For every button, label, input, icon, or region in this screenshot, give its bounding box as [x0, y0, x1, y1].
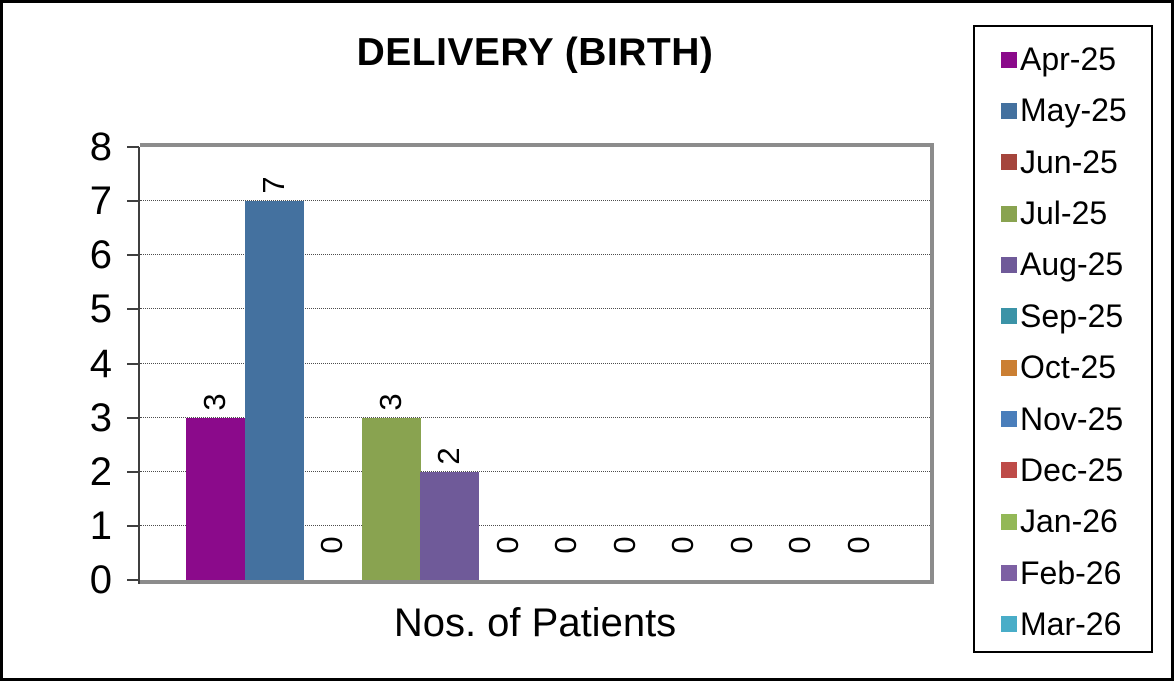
legend-swatch-icon [1001, 256, 1017, 273]
y-axis-tick-label: 0 [89, 558, 112, 602]
gridline [140, 308, 930, 310]
bar-value-label: 7 [255, 176, 291, 194]
legend-item-jul-25: Jul-25 [1001, 195, 1147, 232]
legend-item-dec-25: Dec-25 [1001, 452, 1147, 489]
y-axis-tick [127, 308, 139, 311]
chart-title: DELIVERY (BIRTH) [356, 31, 714, 74]
y-axis-tick-label: 2 [89, 449, 112, 494]
bar-value-label: 0 [665, 536, 701, 554]
y-axis-tick [127, 146, 139, 148]
legend-item-label: Nov-25 [1020, 400, 1124, 437]
y-axis-line [138, 147, 140, 584]
y-axis-tick-label: 6 [89, 233, 112, 278]
y-axis-tick [127, 362, 139, 365]
legend-item-label: Oct-25 [1020, 349, 1117, 386]
bar-aug-25 [420, 471, 479, 580]
y-axis-tick [127, 470, 139, 473]
bar-value-label: 0 [606, 536, 642, 554]
legend-item-oct-25: Oct-25 [1001, 349, 1147, 386]
legend-item-label: Jan-26 [1020, 503, 1118, 540]
y-axis-tick-label: 4 [89, 341, 112, 386]
legend-item-mar-26: Mar-26 [1001, 606, 1147, 643]
legend-swatch-icon [1001, 308, 1017, 325]
bar-may-25 [244, 201, 304, 580]
bar-value-label: 3 [197, 393, 233, 411]
legend-item-label: Sep-25 [1020, 297, 1124, 334]
y-axis-tick [127, 416, 139, 419]
legend-item-label: Feb-26 [1020, 554, 1122, 591]
legend-item-sep-25: Sep-25 [1001, 298, 1147, 335]
bar-value-label: 0 [782, 536, 818, 554]
legend-swatch-icon [1001, 565, 1017, 582]
legend-item-label: Apr-25 [1020, 41, 1117, 77]
legend-item-label: Jul-25 [1020, 195, 1108, 232]
legend-item-nov-25: Nov-25 [1001, 401, 1147, 438]
y-axis-tick-label: 1 [89, 503, 112, 548]
bar-value-label: 0 [489, 536, 525, 554]
legend-item-jun-25: Jun-25 [1001, 144, 1147, 181]
legend-swatch-icon [1001, 102, 1017, 119]
legend-item-label: Dec-25 [1020, 451, 1124, 488]
legend-swatch-icon [1001, 51, 1017, 68]
legend-item-aug-25: Aug-25 [1001, 246, 1147, 283]
gridline [140, 524, 930, 526]
x-axis-title: Nos. of Patients [393, 601, 677, 645]
bar-value-label: 3 [372, 393, 408, 411]
legend-swatch-icon [1001, 205, 1017, 222]
y-axis-tick [127, 524, 139, 527]
y-axis-tick-label: 3 [89, 395, 112, 440]
legend-swatch-icon [1001, 462, 1017, 479]
plot-area: 3 7 0 3 2 0 0 0 0 0 0 0 [140, 143, 934, 584]
bar-value-label: 0 [314, 536, 350, 554]
legend-item-label: Mar-26 [1020, 605, 1122, 642]
y-axis-tick-label: 7 [89, 179, 112, 224]
legend-item-feb-26: Feb-26 [1001, 555, 1147, 592]
legend-item-label: May-25 [1020, 92, 1127, 129]
legend-swatch-icon [1001, 359, 1017, 376]
bar-value-label: 0 [840, 536, 876, 554]
legend-item-label: Aug-25 [1020, 246, 1124, 283]
gridline [140, 470, 930, 472]
legend-swatch-icon [1001, 616, 1017, 633]
y-axis-tick [127, 254, 139, 257]
legend-swatch-icon [1001, 411, 1017, 428]
gridline [140, 416, 930, 418]
y-axis-tick-label: 5 [89, 287, 112, 332]
legend-item-apr-25: Apr-25 [1001, 41, 1147, 78]
bar-value-label: 0 [723, 536, 759, 554]
y-axis-tick [127, 200, 139, 203]
bar-value-label: 2 [431, 447, 467, 465]
legend-item-may-25: May-25 [1001, 92, 1147, 129]
bar-value-label: 0 [548, 536, 584, 554]
gridline [140, 200, 930, 202]
legend-item-label: Jun-25 [1020, 143, 1118, 180]
y-axis-tick-label: 8 [89, 125, 112, 169]
bar-jul-25 [361, 417, 421, 580]
legend-item-jan-26: Jan-26 [1001, 503, 1147, 540]
bar-apr-25 [186, 417, 245, 580]
gridline [140, 362, 930, 364]
gridline [140, 254, 930, 256]
legend-swatch-icon [1001, 513, 1017, 530]
y-axis-tick [127, 579, 139, 581]
legend: Apr-25 May-25 Jun-25 Jul-25 Aug-25 Sep-25 Oct-… [973, 25, 1153, 653]
legend-swatch-icon [1001, 154, 1017, 171]
